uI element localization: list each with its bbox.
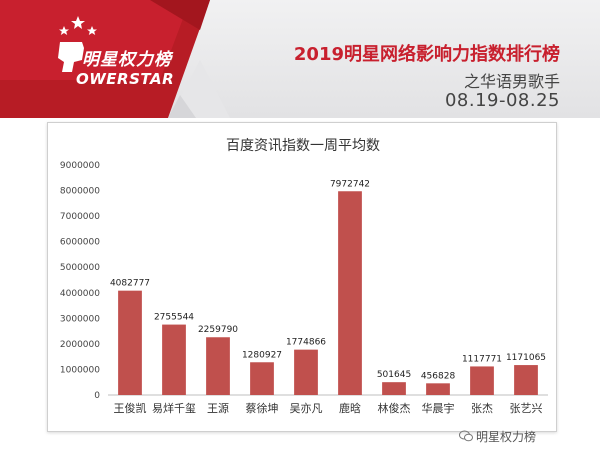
y-tick-label: 5000000 [60, 263, 100, 273]
star-icon [87, 26, 97, 35]
bar [118, 290, 142, 395]
bar [382, 382, 406, 395]
y-tick-label: 9000000 [60, 161, 100, 171]
data-label: 4082777 [110, 279, 150, 289]
star-icon [71, 16, 85, 29]
data-label: 456828 [421, 371, 456, 381]
logo-text-en: OWERSTAR [76, 70, 175, 88]
data-label: 1280927 [242, 350, 282, 360]
bar [250, 362, 274, 395]
wechat-icon [459, 430, 473, 442]
x-tick-label: 吴亦凡 [290, 401, 323, 415]
page-subtitle: 之华语男歌手 [463, 72, 560, 91]
x-tick-label: 蔡徐坤 [246, 401, 279, 415]
star-icon [59, 26, 69, 35]
banner-background [0, 0, 600, 118]
data-label: 1171065 [506, 353, 546, 363]
y-tick-label: 3000000 [60, 314, 100, 324]
x-tick-label: 易烊千玺 [152, 401, 196, 415]
bar [206, 337, 230, 395]
chart-title: 百度资讯指数一周平均数 [226, 138, 380, 154]
y-tick-label: 7000000 [60, 212, 100, 222]
y-tick-label: 6000000 [60, 238, 100, 248]
x-tick-label: 张杰 [471, 402, 493, 415]
page-title: 2019明星网络影响力指数排行榜 [293, 44, 560, 65]
data-label: 501645 [377, 370, 411, 380]
y-tick-label: 0 [94, 391, 100, 401]
y-tick-label: 4000000 [60, 289, 100, 299]
y-tick-label: 8000000 [60, 187, 100, 197]
data-label: 2755544 [154, 313, 194, 323]
logo-emblem [58, 16, 97, 72]
data-label: 1117771 [462, 354, 502, 364]
chart-card: 百度资讯指数一周平均数 0 1000000 2000000 3000000 400000… [47, 122, 557, 432]
watermark-text: 明星权力榜 [476, 430, 537, 444]
bar [338, 191, 362, 395]
x-tick-label: 张艺兴 [510, 402, 543, 415]
logo-text-cn: 明星权力榜 [82, 50, 172, 70]
x-tick-label: 鹿晗 [339, 401, 361, 415]
data-label: 2259790 [198, 325, 238, 335]
date-range: 08.19-08.25 [444, 90, 560, 111]
data-label: 1774866 [286, 338, 326, 348]
bar [294, 349, 318, 395]
bar-chart: 0 1000000 2000000 3000000 4000000 5000000 6000… [60, 161, 548, 415]
x-tick-label: 林俊杰 [378, 401, 411, 415]
y-tick-label: 1000000 [60, 365, 100, 375]
data-label: 7972742 [330, 179, 370, 189]
bar [514, 365, 538, 395]
bar [470, 366, 494, 395]
fist-icon [58, 42, 84, 72]
x-tick-label: 华晨宇 [422, 401, 455, 415]
bar [426, 383, 450, 395]
x-tick-label: 王源 [207, 401, 229, 415]
x-tick-label: 王俊凯 [114, 401, 147, 415]
bar [162, 324, 186, 395]
y-tick-label: 2000000 [60, 340, 100, 350]
